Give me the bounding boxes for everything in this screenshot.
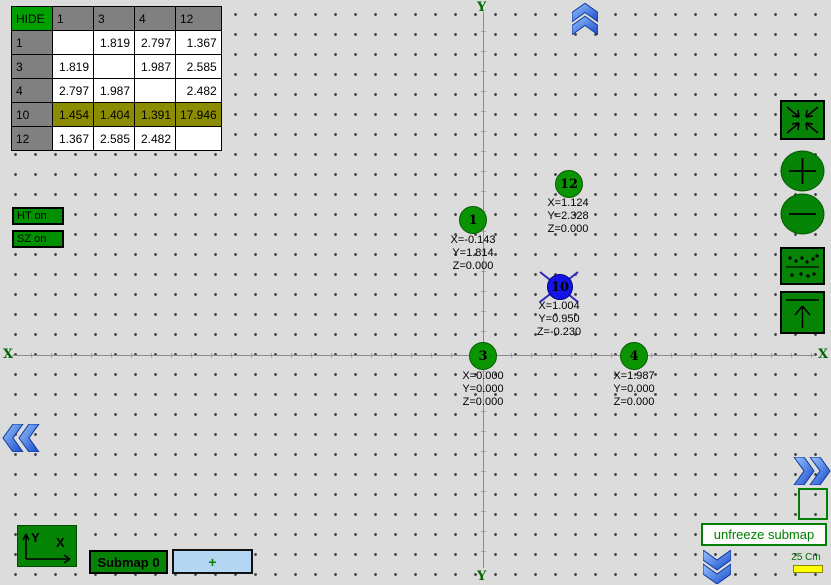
align-up-button[interactable]: [780, 291, 825, 334]
table-header-cell: 1: [52, 6, 94, 31]
table-row-highlighted: 10 1.454 1.404 1.391 17.946: [11, 102, 222, 127]
x-axis-label-left: X: [3, 347, 14, 362]
table-row-label: 12: [11, 126, 53, 151]
table-cell: 1.367: [52, 126, 94, 151]
point-fit-button[interactable]: [780, 247, 825, 285]
y-axis: [483, 12, 484, 568]
pan-down-button[interactable]: [703, 550, 731, 584]
x-axis: [12, 355, 814, 356]
table-row-label: 1: [11, 30, 53, 55]
table-header-cell: 3: [93, 6, 135, 31]
table-cell: 1.367: [175, 30, 222, 55]
svg-text:X: X: [56, 535, 65, 550]
table-row: 4 2.797 1.987 2.482: [11, 78, 222, 103]
y-axis-label-bottom: Y: [477, 569, 487, 584]
y-axis-label-top: Y: [477, 0, 487, 15]
table-cell: [175, 126, 222, 151]
table-header-cell: 12: [175, 6, 222, 31]
pan-left-button[interactable]: [2, 424, 40, 452]
table-row: 3 1.819 1.987 2.585: [11, 54, 222, 79]
map-node[interactable]: 1: [459, 206, 487, 234]
x-axis-label-right: X: [818, 347, 829, 362]
table-cell: 1.454: [52, 102, 94, 127]
table-header-cell: 4: [134, 6, 176, 31]
table-cell: [134, 78, 176, 103]
table-cell: 2.585: [93, 126, 135, 151]
map-node[interactable]: 12: [555, 170, 583, 198]
pan-right-button[interactable]: [793, 457, 831, 485]
fit-view-icon: [786, 106, 819, 134]
table-cell: 2.797: [52, 78, 94, 103]
zoom-out-button[interactable]: [780, 193, 825, 235]
map-scale-bar: [793, 565, 823, 573]
table-cell: 1.819: [52, 54, 94, 79]
node-coordinates: X=-0.143 Y=1.814 Z=0.000: [450, 234, 496, 272]
ht-toggle-button[interactable]: HT on: [12, 207, 64, 225]
map-node-selected[interactable]: 10: [547, 274, 573, 300]
table-cell: 17.946: [175, 102, 222, 127]
pan-up-button[interactable]: [572, 3, 598, 35]
zoom-in-button[interactable]: [780, 150, 825, 192]
table-cell: 2.797: [134, 30, 176, 55]
point-fit-icon: [786, 254, 819, 278]
table-cell: [52, 30, 94, 55]
add-submap-button[interactable]: +: [172, 549, 253, 574]
svg-text:Y: Y: [31, 530, 40, 545]
align-up-icon: [786, 299, 819, 328]
table-row: 1 1.819 2.797 1.367: [11, 30, 222, 55]
table-row-label: 10: [11, 102, 53, 127]
submap-button[interactable]: Submap 0: [89, 550, 168, 574]
node-coordinates: X=1.004 Y=0.950 Z=-0.230: [536, 300, 582, 338]
plus-icon: [789, 158, 816, 184]
unfreeze-submap-button[interactable]: unfreeze submap: [701, 523, 827, 546]
node-coordinates: X=1.124 Y=2.328 Z=0.000: [547, 197, 589, 235]
map-node[interactable]: 4: [620, 342, 648, 370]
table-cell: 2.482: [134, 126, 176, 151]
table-row-label: 4: [11, 78, 53, 103]
axes-orientation-icon[interactable]: Y X: [17, 525, 77, 567]
node-coordinates: X=1.987 Y=0.000 Z=0.000: [613, 370, 655, 408]
table-cell: 1.987: [93, 78, 135, 103]
distance-table: HIDE 1 3 4 12 1 1.819 2.797 1.367 3 1.81…: [11, 6, 222, 151]
node-coordinates: X=0.000 Y=0.000 Z=0.000: [462, 370, 504, 408]
table-cell: 1.987: [134, 54, 176, 79]
table-cell: 1.404: [93, 102, 135, 127]
table-cell: 1.391: [134, 102, 176, 127]
fit-view-button[interactable]: [780, 100, 825, 140]
sz-toggle-button[interactable]: SZ on: [12, 230, 64, 248]
map-scale-label: 25 Cm: [791, 552, 821, 563]
table-cell: 1.819: [93, 30, 135, 55]
table-cell: 2.585: [175, 54, 222, 79]
table-cell: 2.482: [175, 78, 222, 103]
table-header-row: HIDE 1 3 4 12: [11, 6, 222, 31]
table-row: 12 1.367 2.585 2.482: [11, 126, 222, 151]
map-node[interactable]: 3: [469, 342, 497, 370]
empty-selection-box: [798, 488, 828, 520]
hide-button[interactable]: HIDE: [11, 6, 53, 31]
table-cell: [93, 54, 135, 79]
table-row-label: 3: [11, 54, 53, 79]
